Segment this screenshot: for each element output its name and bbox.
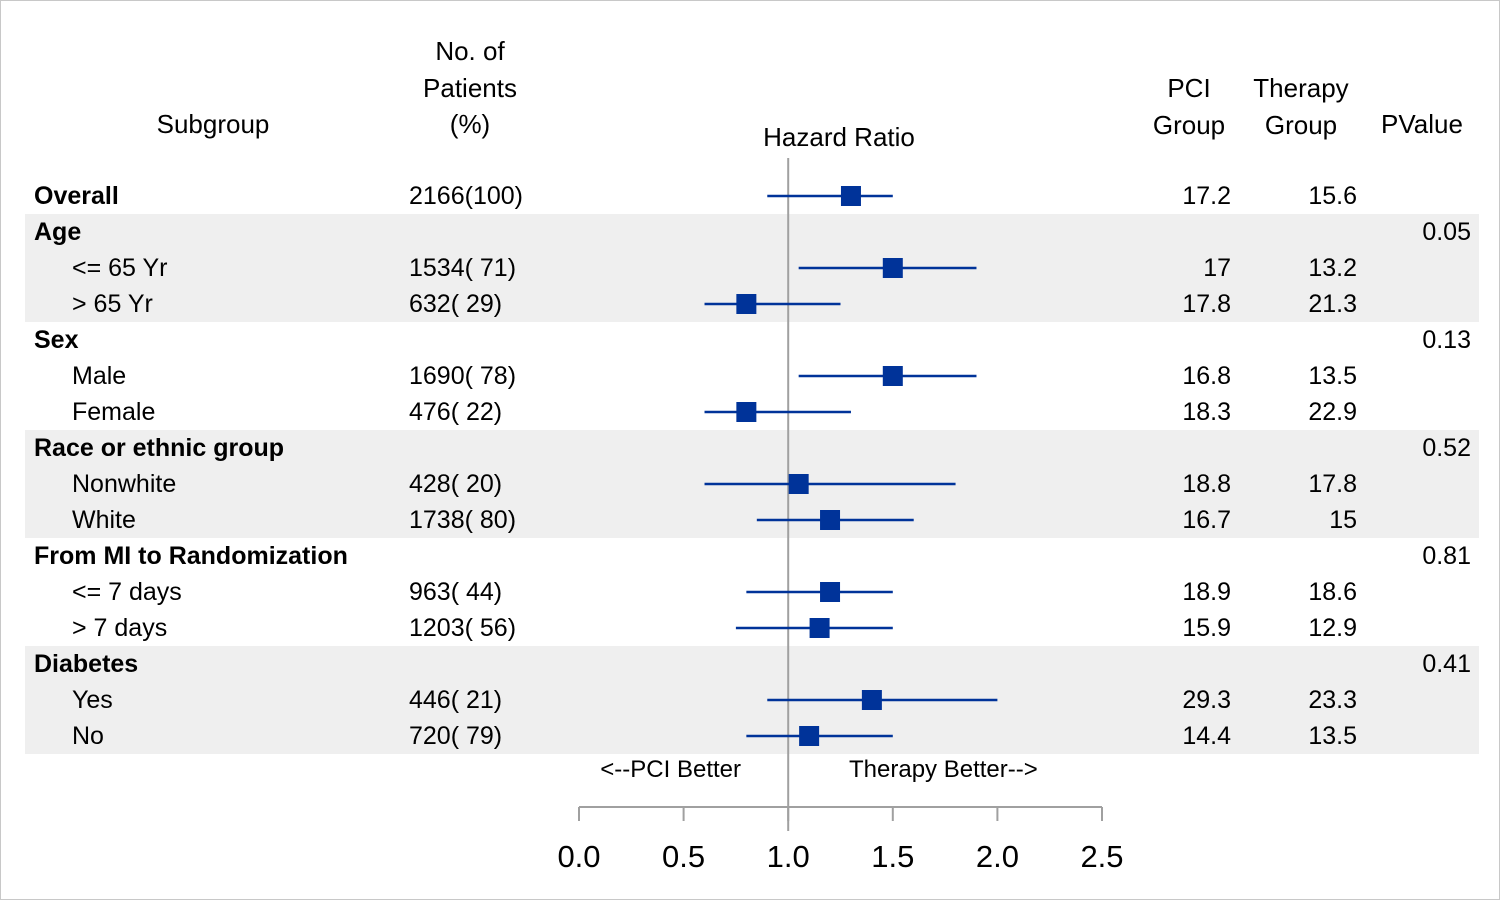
hazard-ratio-marker	[736, 402, 757, 422]
x-tick-label: 2.5	[1080, 839, 1123, 874]
hazard-ratio-marker	[861, 690, 882, 710]
therapy-group-value: 18.6	[1308, 578, 1357, 606]
pci-group-value: 14.4	[1182, 722, 1231, 750]
pvalue-value: 0.05	[1422, 218, 1471, 246]
subgroup-heading: Age	[34, 218, 82, 246]
therapy-group-value: 22.9	[1308, 398, 1357, 426]
hazard-ratio-marker	[788, 474, 809, 494]
header-therapy-line1: Therapy	[1253, 73, 1349, 103]
hazard-ratio-marker	[882, 258, 903, 278]
hazard-ratio-marker	[840, 186, 861, 206]
patients-count: 476( 22)	[409, 398, 503, 426]
subgroup-heading: Overall	[34, 182, 119, 210]
header-pci-line2: Group	[1152, 110, 1226, 140]
pvalue-value: 0.13	[1422, 326, 1471, 354]
hazard-ratio-marker	[882, 366, 903, 386]
hazard-ratio-marker	[736, 294, 757, 314]
hazard-ratio-marker	[809, 618, 830, 638]
header-hazard-ratio: Hazard Ratio	[763, 122, 915, 152]
patients-count: 1203( 56)	[409, 614, 517, 642]
therapy-group-value: 23.3	[1308, 686, 1357, 714]
therapy-group-value: 13.5	[1308, 722, 1357, 750]
therapy-group-value: 13.2	[1308, 254, 1357, 282]
x-tick-label: 0.0	[557, 839, 600, 874]
pci-group-value: 29.3	[1182, 686, 1231, 714]
therapy-group-value: 15.6	[1308, 182, 1357, 210]
pci-group-value: 18.9	[1182, 578, 1231, 606]
header-patients-line3: (%)	[449, 109, 491, 139]
therapy-group-value: 13.5	[1308, 362, 1357, 390]
therapy-group-value: 15	[1329, 506, 1357, 534]
pci-group-value: 18.3	[1182, 398, 1231, 426]
header-patients-line1: No. of	[435, 36, 505, 66]
patients-count: 963( 44)	[409, 578, 503, 606]
header-patients-line2: Patients	[423, 73, 517, 103]
therapy-group-value: 17.8	[1308, 470, 1357, 498]
patients-count: 428( 20)	[409, 470, 503, 498]
pci-group-value: 18.8	[1182, 470, 1231, 498]
subgroup-label: No	[72, 722, 104, 750]
subgroup-label: Nonwhite	[72, 470, 177, 498]
patients-count: 1690( 78)	[409, 362, 517, 390]
subgroup-heading: Diabetes	[34, 650, 139, 678]
patients-count: 1534( 71)	[409, 254, 517, 282]
pci-group-value: 16.7	[1182, 506, 1231, 534]
therapy-group-value: 21.3	[1308, 290, 1357, 318]
patients-count: 632( 29)	[409, 290, 503, 318]
patients-count: 2166(100)	[409, 182, 523, 210]
pci-group-value: 15.9	[1182, 614, 1231, 642]
pvalue-value: 0.41	[1422, 650, 1471, 678]
x-tick-label: 1.5	[871, 839, 914, 874]
pvalue-value: 0.81	[1422, 542, 1471, 570]
pci-group-value: 17	[1203, 254, 1231, 282]
pci-group-value: 17.2	[1182, 182, 1231, 210]
subgroup-label: Female	[72, 398, 156, 426]
patients-count: 1738( 80)	[409, 506, 517, 534]
subgroup-heading: From MI to Randomization	[34, 542, 348, 570]
therapy-better-label: Therapy Better-->	[849, 756, 1038, 783]
x-tick-label: 0.5	[662, 839, 705, 874]
pci-group-value: 17.8	[1182, 290, 1231, 318]
pci-group-value: 16.8	[1182, 362, 1231, 390]
subgroup-label: > 7 days	[72, 614, 168, 642]
subgroup-label: White	[72, 506, 136, 534]
subgroup-label: > 65 Yr	[72, 290, 153, 318]
header-pvalue: PValue	[1381, 109, 1463, 139]
pci-better-label: <--PCI Better	[600, 756, 741, 783]
subgroup-label: Male	[72, 362, 127, 390]
therapy-group-value: 12.9	[1308, 614, 1357, 642]
patients-count: 446( 21)	[409, 686, 503, 714]
header-pci-line1: PCI	[1167, 73, 1211, 103]
x-tick-label: 2.0	[976, 839, 1019, 874]
x-tick-label: 1.0	[767, 839, 810, 874]
subgroup-label: <= 65 Yr	[72, 254, 168, 282]
subgroup-heading: Sex	[34, 326, 79, 354]
hazard-ratio-marker	[799, 726, 820, 746]
header-subgroup: Subgroup	[156, 109, 270, 139]
pvalue-value: 0.52	[1422, 434, 1471, 462]
hazard-ratio-marker	[820, 582, 841, 602]
subgroup-label: <= 7 days	[72, 578, 182, 606]
hazard-ratio-marker	[820, 510, 841, 530]
patients-count: 720( 79)	[409, 722, 503, 750]
subgroup-label: Yes	[72, 686, 113, 714]
header-therapy-line2: Group	[1264, 110, 1338, 140]
subgroup-heading: Race or ethnic group	[34, 434, 285, 462]
